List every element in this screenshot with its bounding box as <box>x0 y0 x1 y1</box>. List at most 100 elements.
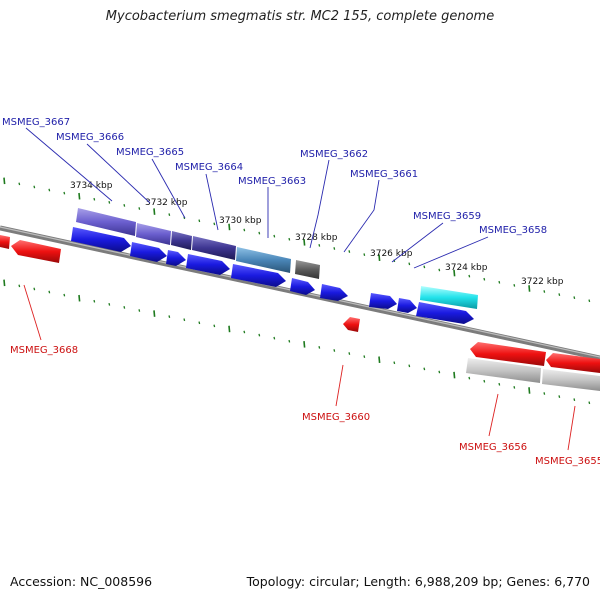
scale-label: 3728 kbp <box>295 233 338 243</box>
scale-tick <box>168 213 171 217</box>
gene-label[interactable]: MSMEG_3662 <box>300 149 368 160</box>
gene-label[interactable]: MSMEG_3658 <box>479 225 547 236</box>
scale-tick <box>198 219 201 223</box>
scale-tick <box>138 207 141 210</box>
scale-tick <box>3 177 6 185</box>
lower-feature-ring <box>466 358 600 391</box>
gene-label[interactable]: MSMEG_3659 <box>413 211 481 222</box>
scale-tick <box>438 268 441 272</box>
scale-tick <box>468 376 471 380</box>
gene-label[interactable]: MSMEG_3663 <box>238 176 306 187</box>
scale-label: 3722 kbp <box>521 277 564 287</box>
scale-tick <box>318 244 321 247</box>
scale-tick <box>63 191 66 195</box>
scale-tick <box>153 310 156 317</box>
scale-tick <box>408 262 411 266</box>
scale-tick <box>168 315 171 319</box>
scale-tick <box>453 371 456 379</box>
scale-tick <box>543 290 546 293</box>
scale-tick <box>228 223 231 231</box>
scale-tick <box>198 321 201 325</box>
scale-tick <box>438 370 441 374</box>
scale-tick <box>573 398 576 402</box>
feature-block[interactable] <box>76 208 136 236</box>
scale-label: 3732 kbp <box>145 198 188 208</box>
feature-block[interactable] <box>466 358 541 383</box>
scale-tick <box>303 341 306 348</box>
feature-block[interactable] <box>192 236 236 260</box>
scale-tick <box>93 299 96 303</box>
upper-tick-ring <box>3 177 591 303</box>
reverse-gene-arrow[interactable] <box>546 353 600 373</box>
forward-gene-arrow[interactable] <box>166 250 186 266</box>
scale-tick <box>543 392 546 395</box>
forward-gene-arrow[interactable] <box>130 242 167 262</box>
forward-gene-arrow[interactable] <box>231 264 286 287</box>
scale-tick <box>588 299 591 303</box>
gene-label[interactable]: MSMEG_3656 <box>459 442 527 453</box>
feature-block[interactable] <box>236 247 291 273</box>
gene-label[interactable]: MSMEG_3667 <box>2 117 70 128</box>
accession-text: Accession: NC_008596 <box>10 574 153 589</box>
scale-tick <box>393 361 396 365</box>
feature-block[interactable] <box>420 286 478 309</box>
scale-label: 3734 kbp <box>70 181 113 191</box>
scale-tick <box>153 208 156 215</box>
scale-tick <box>483 379 486 383</box>
feature-block[interactable] <box>136 223 171 245</box>
scale-tick <box>213 222 216 226</box>
scale-tick <box>513 284 516 287</box>
scale-label: 3724 kbp <box>445 263 488 273</box>
scale-tick <box>483 277 486 281</box>
scale-tick <box>513 386 516 389</box>
scale-tick <box>363 253 366 256</box>
scale-tick <box>258 333 261 337</box>
forward-gene-labels: MSMEG_3667 MSMEG_3666 MSMEG_3665 MSMEG_3… <box>2 117 547 236</box>
scale-tick <box>573 296 576 300</box>
forward-gene-arrow[interactable] <box>290 278 315 295</box>
scale-tick <box>558 395 561 398</box>
forward-gene-arrow[interactable] <box>369 293 397 309</box>
scale-tick <box>138 309 141 312</box>
scale-tick <box>498 280 501 284</box>
scale-tick <box>333 349 336 352</box>
scale-tick <box>288 339 291 343</box>
scale-tick <box>18 182 21 186</box>
scale-tick <box>243 330 246 334</box>
gene-label[interactable]: MSMEG_3668 <box>10 345 78 356</box>
forward-gene-arrow[interactable] <box>320 284 348 301</box>
feature-block[interactable] <box>542 369 600 391</box>
scale-tick <box>558 293 561 296</box>
forward-cds-ring <box>71 227 474 324</box>
scale-tick <box>3 279 6 287</box>
scale-tick <box>33 287 36 291</box>
reverse-gene-arrow[interactable] <box>470 342 546 366</box>
gene-label[interactable]: MSMEG_3665 <box>116 147 184 158</box>
scale-tick <box>108 200 111 204</box>
forward-gene-arrow[interactable] <box>186 254 230 275</box>
cog-feature-ring <box>76 208 478 309</box>
feature-block[interactable] <box>295 260 320 279</box>
scale-tick <box>228 325 231 333</box>
scale-tick <box>288 237 291 241</box>
gene-label[interactable]: MSMEG_3664 <box>175 162 243 173</box>
scale-tick <box>93 197 96 201</box>
gene-label[interactable]: MSMEG_3666 <box>56 132 124 143</box>
forward-gene-arrow[interactable] <box>397 298 417 313</box>
gene-label[interactable]: MSMEG_3661 <box>350 169 418 180</box>
gene-label[interactable]: MSMEG_3655 <box>535 456 600 467</box>
reverse-gene-arrow[interactable] <box>11 240 61 263</box>
gene-label[interactable]: MSMEG_3660 <box>302 412 370 423</box>
topology-text: Topology: circular; Length: 6,988,209 bp… <box>246 574 590 589</box>
scale-tick <box>78 192 81 200</box>
scale-tick <box>183 318 186 322</box>
forward-gene-arrow[interactable] <box>416 302 474 324</box>
scale-tick <box>318 346 321 349</box>
feature-block[interactable] <box>171 231 192 250</box>
reverse-gene-arrow[interactable] <box>343 317 360 332</box>
scale-tick <box>63 293 66 297</box>
reverse-gene-arrow[interactable] <box>0 235 10 249</box>
forward-gene-arrow[interactable] <box>71 227 131 252</box>
scale-tick <box>408 364 411 368</box>
